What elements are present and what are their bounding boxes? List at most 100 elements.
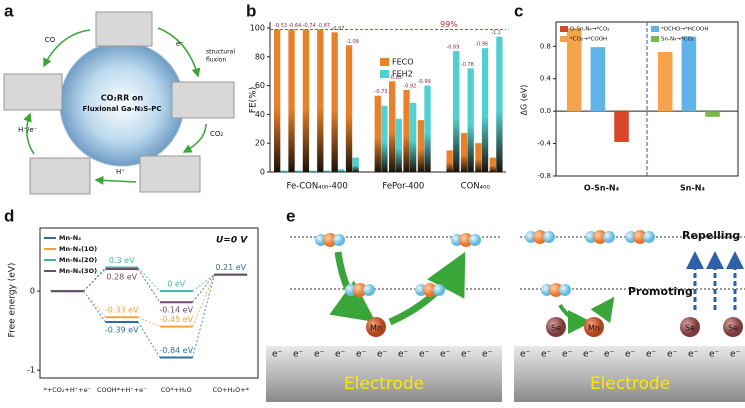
potential-label: -0.92 [403, 83, 416, 89]
center-text: CO₂RR on [101, 94, 144, 103]
step-label: CO₂ [210, 130, 223, 138]
o-atom [433, 284, 445, 296]
potential-label: -1.1 [491, 30, 501, 36]
electron-label: e⁻ [272, 350, 283, 360]
connector [83, 290, 106, 318]
o-atom [643, 231, 655, 243]
bar [323, 170, 331, 172]
se-atom [723, 317, 743, 337]
bar [489, 157, 496, 172]
bar [705, 111, 720, 117]
y-tick-label: -0.4 [537, 140, 551, 148]
step-label: structural [206, 49, 235, 56]
bar [496, 36, 503, 172]
structure-image [95, 11, 153, 47]
bar [317, 29, 324, 172]
panel-label: e [286, 206, 295, 225]
cycle-arrow [43, 29, 91, 68]
plot-frame [39, 227, 259, 379]
legend-swatch [380, 58, 389, 66]
electron-label: e⁻ [398, 350, 409, 360]
electron-label: e⁻ [604, 350, 615, 360]
electron-label: e⁻ [688, 350, 699, 360]
connector [137, 316, 161, 328]
atom-label: Se [551, 324, 561, 333]
electrode [514, 346, 745, 402]
bar [352, 157, 359, 172]
potential-label: -0.96 [475, 42, 488, 48]
bar [657, 51, 673, 112]
x-tick-label: CO*+H₂O [161, 386, 192, 394]
y-tick-label: -1 [27, 366, 35, 375]
bar [453, 51, 460, 172]
flow-arrow [590, 296, 615, 324]
y-tick-label: -0.8 [537, 172, 551, 180]
legend-label: Mn-N₄(3O) [59, 267, 97, 275]
y-tick-label: 0 [30, 287, 35, 296]
legend-swatch [560, 26, 568, 32]
c-atom [593, 230, 607, 244]
cycle-arrow [157, 27, 201, 78]
connector [137, 321, 161, 358]
bar [409, 102, 417, 172]
step-label: fluxion [206, 57, 226, 64]
bar [374, 95, 381, 172]
potential-label: -0.69 [447, 45, 460, 51]
bar [381, 105, 388, 172]
reaction-disc [59, 41, 185, 167]
y-tick-label: 0.4 [540, 75, 552, 83]
electron-label: e⁻ [583, 350, 594, 360]
structure-image [29, 157, 91, 195]
bar [475, 143, 482, 172]
bar [446, 150, 453, 172]
electron-label: e⁻ [314, 350, 325, 360]
electron-label: e⁻ [709, 350, 720, 360]
potential-label: -0.74 [303, 23, 316, 29]
bar [403, 89, 410, 172]
repelling-label: Repelling [682, 229, 740, 242]
y-tick-label: 0.0 [540, 107, 551, 115]
bar [280, 170, 287, 172]
cycle-arrow [94, 175, 137, 185]
electron-label: e⁻ [335, 350, 346, 360]
potential-label: -0.78 [461, 62, 474, 68]
panel-label: a [4, 1, 14, 20]
panel-label: d [4, 206, 14, 225]
electrode-label: Electrode [344, 374, 424, 394]
flow-arrow [558, 303, 592, 334]
legend-label: *OCHO→*HCOOH [661, 27, 709, 33]
legend-label: *CO₂→*COOH [570, 37, 607, 43]
value-label: -0.14 eV [159, 306, 193, 315]
structure-image [3, 73, 63, 111]
x-tick-label: Sn-N₄ [680, 184, 705, 193]
electrode [266, 346, 502, 402]
bar [302, 29, 310, 172]
atom-label: Mn [370, 324, 382, 333]
electron-label: e⁻ [646, 350, 657, 360]
group-label: Fe-CON₄₀₀-400 [287, 182, 348, 192]
legend-label: Mn-N₄(2O) [59, 256, 97, 264]
y-tick-label: 0 [260, 168, 265, 177]
c-atom [459, 233, 473, 247]
step-label: H⁺/e⁻ [18, 126, 38, 134]
plot-frame [555, 21, 739, 177]
o-atom [543, 231, 555, 243]
electron-label: e⁻ [293, 350, 304, 360]
potential-label: -0.73 [375, 89, 388, 95]
potential-label: -0.87 [317, 23, 330, 29]
potential-label: -1.09 [346, 39, 359, 45]
o-atom [603, 231, 615, 243]
bar [566, 28, 582, 112]
legend-label: FEH2 [392, 70, 413, 79]
connector [192, 274, 215, 292]
connector [137, 268, 161, 303]
atom-label: Mn [588, 324, 600, 333]
legend-label: Sn-N₄→*CO₂ [661, 37, 694, 43]
panel-label: c [514, 1, 523, 20]
electron-label: e⁻ [356, 350, 367, 360]
y-axis-label: Free energy (eV) [8, 263, 18, 338]
legend-label: O-Sn-N₄→*CO₂ [570, 27, 609, 33]
center-text: Fluxional Ga-N₃S-PC [83, 105, 162, 113]
c-atom [323, 233, 337, 247]
